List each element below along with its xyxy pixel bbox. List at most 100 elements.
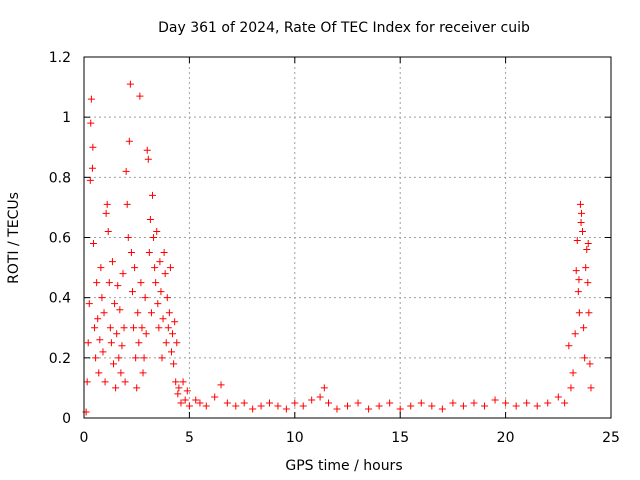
data-point: [157, 288, 165, 296]
data-point: [151, 264, 159, 272]
data-point: [561, 399, 569, 407]
chart-title: Day 361 of 2024, Rate Of TEC Index for r…: [158, 20, 530, 36]
data-point: [165, 309, 173, 317]
data-point: [150, 234, 158, 241]
data-point: [585, 309, 593, 317]
data-point: [96, 336, 104, 344]
data-point: [113, 330, 121, 338]
data-point: [575, 276, 583, 284]
data-point: [308, 396, 316, 404]
axis-ticks: [83, 56, 612, 419]
data-point: [185, 402, 193, 410]
y-tick-label: 0.2: [49, 351, 71, 367]
data-point: [101, 378, 109, 386]
data-point: [134, 309, 142, 317]
data-point: [512, 402, 520, 410]
data-point: [132, 354, 140, 362]
data-point: [138, 324, 146, 332]
data-point: [88, 164, 96, 172]
data-point: [147, 309, 155, 317]
data-point: [87, 119, 95, 127]
data-point: [105, 279, 113, 287]
data-point: [580, 324, 588, 332]
data-point: [470, 399, 478, 407]
data-point: [587, 384, 595, 392]
x-tick-label: 25: [602, 430, 620, 446]
x-tick-label: 20: [497, 430, 515, 446]
data-point: [428, 402, 436, 410]
data-point: [173, 339, 181, 347]
data-point: [223, 399, 231, 407]
data-point: [571, 330, 579, 338]
data-point: [107, 339, 115, 347]
data-point: [99, 348, 107, 356]
data-point: [141, 294, 149, 302]
data-point: [407, 402, 415, 410]
data-point: [179, 378, 187, 386]
data-point: [166, 264, 174, 272]
data-point: [128, 288, 136, 296]
data-point: [417, 399, 425, 407]
data-point: [583, 246, 591, 254]
data-point: [572, 267, 580, 275]
data-point: [123, 200, 131, 208]
data-point: [396, 405, 404, 413]
data-points: [82, 80, 595, 416]
data-point: [544, 399, 552, 407]
data-point: [92, 354, 100, 362]
data-point: [156, 258, 164, 266]
data-point: [577, 209, 585, 217]
data-point: [152, 279, 160, 287]
data-point: [257, 402, 265, 410]
data-point: [102, 209, 110, 217]
data-point: [98, 294, 106, 302]
data-point: [386, 399, 394, 407]
data-point: [144, 155, 152, 163]
data-point: [103, 200, 111, 208]
data-point: [106, 324, 114, 332]
x-tick-label: 10: [286, 430, 304, 446]
data-point: [97, 264, 105, 272]
data-point: [202, 402, 210, 410]
data-point: [149, 191, 157, 199]
data-point: [266, 399, 274, 407]
data-point: [170, 360, 178, 368]
data-point: [91, 324, 99, 332]
data-point: [167, 348, 175, 356]
data-point: [137, 279, 145, 287]
data-point: [174, 390, 182, 398]
data-point: [217, 381, 225, 389]
data-point: [574, 288, 582, 296]
y-tick-labels: 0 0.2 0.4 0.6 0.8 1 1.2: [49, 50, 71, 427]
data-point: [108, 258, 116, 266]
y-tick-label: 0.8: [49, 170, 71, 186]
data-point: [89, 240, 97, 248]
data-point: [83, 378, 91, 386]
data-point: [135, 339, 143, 347]
data-point: [459, 402, 467, 410]
plot-frame: [83, 56, 612, 419]
data-point: [145, 249, 153, 257]
data-point: [577, 218, 585, 226]
data-point: [533, 402, 541, 410]
data-point: [86, 176, 94, 184]
data-point: [171, 318, 179, 326]
data-point: [85, 300, 93, 308]
data-point: [282, 405, 290, 413]
data-point: [158, 354, 166, 362]
data-point: [183, 387, 191, 395]
data-point: [142, 330, 150, 338]
data-point: [94, 315, 102, 323]
data-point: [131, 264, 139, 272]
data-point: [491, 396, 499, 404]
data-point: [121, 378, 129, 386]
data-point: [192, 396, 200, 404]
data-point: [291, 399, 299, 407]
data-point: [155, 324, 163, 332]
data-point: [344, 402, 351, 410]
grid-lines: [84, 57, 611, 418]
data-point: [481, 402, 489, 410]
data-point: [115, 354, 123, 362]
data-point: [120, 324, 128, 332]
